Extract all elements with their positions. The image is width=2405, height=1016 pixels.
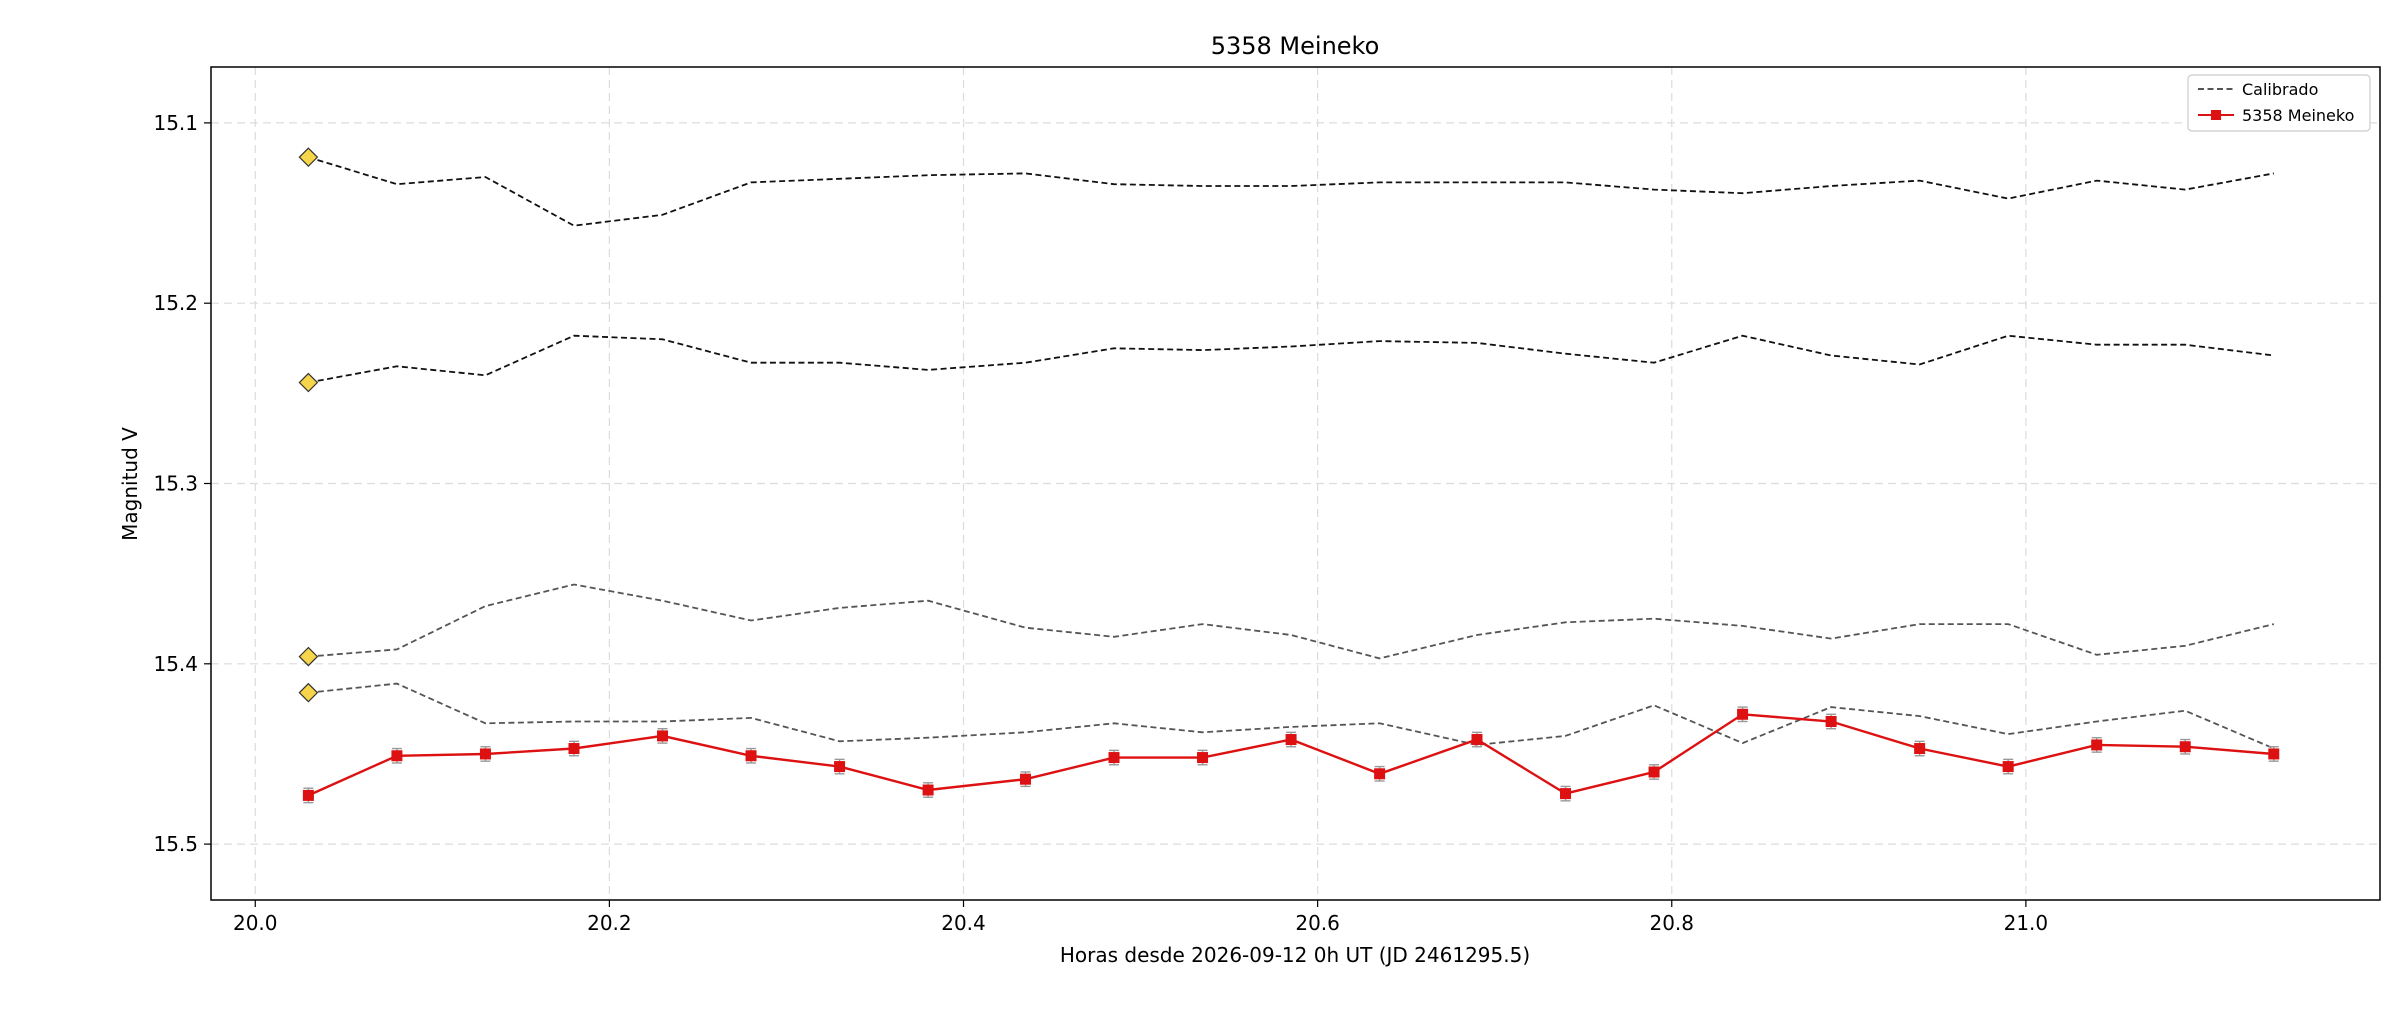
target-point (834, 761, 846, 773)
comparison-line (308, 334, 2274, 384)
target-point (1197, 752, 1209, 764)
comparison-series (308, 334, 2274, 384)
x-tick-label: 20.0 (233, 911, 278, 935)
target-point (1825, 716, 1837, 727)
x-tick-label: 20.2 (587, 911, 632, 935)
y-axis-label: Magnitud V (118, 427, 142, 541)
target-point (1019, 773, 1031, 785)
y-tick-label: 15.5 (153, 832, 198, 856)
target-point (2091, 739, 2103, 751)
target-point (1108, 752, 1120, 764)
target-point (922, 784, 934, 796)
y-tick-label: 15.3 (153, 472, 198, 496)
x-axis-label: Horas desde 2026-09-12 0h UT (JD 2461295… (1060, 943, 1530, 967)
comparison-line (308, 583, 2275, 660)
target-point (302, 789, 314, 801)
target-point (1374, 768, 1386, 780)
target-point (745, 750, 757, 762)
target-point (657, 730, 669, 742)
target-point (2268, 748, 2280, 760)
x-tick-label: 21.0 (2004, 911, 2049, 935)
chart-title: 5358 Meineko (1211, 32, 1380, 60)
target-point (479, 748, 491, 760)
comparison-line (308, 156, 2274, 227)
y-tick-label: 15.4 (153, 652, 198, 676)
target-point (1471, 734, 1483, 746)
start-diamond-marker (298, 147, 319, 168)
start-diamond-marker (298, 682, 319, 703)
legend: Calibrado 5358 Meineko (2187, 74, 2371, 132)
legend-box (2187, 74, 2371, 132)
target-series (302, 706, 2280, 804)
series-layer (298, 147, 2280, 804)
x-axis: 20.0 20.2 20.4 20.6 20.8 21.0 (233, 900, 2048, 935)
x-tick-label: 20.8 (1649, 911, 1694, 935)
comparison-series (308, 682, 2275, 750)
comparison-series (308, 583, 2275, 660)
target-point (2179, 741, 2191, 753)
legend-marker-target (2211, 110, 2221, 120)
start-diamond-marker (298, 372, 319, 393)
target-point (1737, 708, 1749, 720)
x-tick-label: 20.4 (941, 911, 986, 935)
target-point (391, 750, 403, 762)
y-tick-label: 15.2 (153, 291, 198, 315)
target-point (1560, 788, 1572, 800)
target-point (1648, 766, 1660, 778)
x-tick-label: 20.6 (1295, 911, 1340, 935)
target-point (568, 743, 580, 755)
comparison-line (308, 682, 2275, 750)
target-point (1285, 734, 1297, 746)
target-point (1914, 743, 1926, 755)
grid (211, 67, 2380, 900)
legend-label-target: 5358 Meineko (2242, 106, 2354, 125)
y-axis: 15.1 15.2 15.3 15.4 15.5 (153, 111, 211, 856)
start-diamond-marker (298, 646, 319, 667)
y-tick-label: 15.1 (153, 111, 198, 135)
comparison-series (308, 156, 2274, 227)
legend-label-calibrado: Calibrado (2242, 80, 2318, 99)
target-point (2002, 761, 2014, 773)
